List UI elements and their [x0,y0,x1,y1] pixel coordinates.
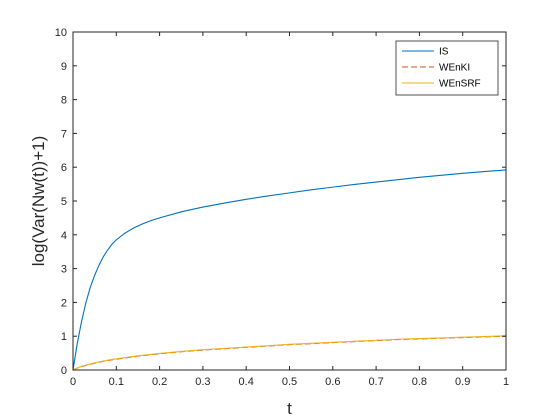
x-tick-label: 0.5 [282,376,297,388]
y-tick-label: 4 [61,230,67,242]
y-tick-label: 8 [61,95,67,107]
y-tick-label: 1 [61,331,67,343]
y-tick-label: 7 [61,128,67,140]
x-axis-label: t [287,399,292,418]
x-tick-label: 0.1 [109,376,124,388]
series-line-wensrf [72,335,507,371]
x-tick-label: 0.4 [239,376,254,388]
y-tick-label: 6 [61,162,67,174]
x-tick-label: 0.3 [195,376,210,388]
x-tick-label: 0.6 [325,376,340,388]
series-layer [72,169,507,371]
legend-box [395,40,499,96]
x-tick-label: 0.2 [152,376,167,388]
legend: IS WEnKI WEnSRF [395,40,499,96]
y-tick-label: 3 [61,264,67,276]
y-tick-label: 9 [61,61,67,73]
x-tick-label: 0.8 [412,376,427,388]
x-ticks: 0 0.1 0.2 0.3 0.4 0.5 0.6 0.7 0.8 0.9 1 [70,32,509,388]
series-line-is [72,169,507,371]
y-tick-label: 0 [61,365,67,377]
legend-label-wenki: WEnKI [439,63,470,74]
y-tick-label: 10 [55,27,67,39]
legend-label-is: IS [439,47,449,58]
legend-label-wensrf: WEnSRF [439,79,481,90]
y-tick-label: 5 [61,196,67,208]
x-tick-label: 0.7 [368,376,383,388]
y-axis-label: log(Var(Nw(t))+1) [29,136,48,267]
x-tick-label: 0.9 [455,376,470,388]
y-ticks: 0 1 2 3 4 5 6 7 8 9 10 [55,27,506,377]
y-tick-label: 2 [61,297,67,309]
x-tick-label: 0 [70,376,76,388]
plot-frame [72,31,507,371]
x-tick-label: 1 [503,376,509,388]
